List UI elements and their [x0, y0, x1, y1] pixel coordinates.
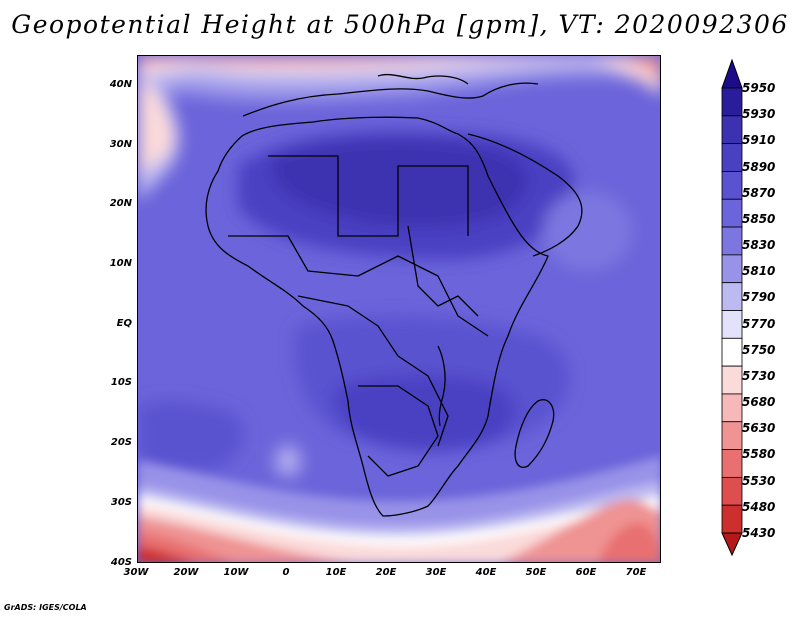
lon-label-30w: 30W — [123, 567, 149, 578]
map-panel — [137, 55, 661, 563]
lon-label-40e: 40E — [475, 567, 497, 578]
lon-label-20w: 20W — [173, 567, 199, 578]
lon-label-0: 0 — [282, 567, 290, 578]
colorbar-level-label: 5890 — [742, 159, 776, 174]
colorbar-level-label: 5430 — [742, 526, 776, 540]
lat-label-40s: 40S — [110, 557, 132, 568]
colorbar-level-label: 5750 — [742, 342, 776, 357]
colorbar-level-label: 5910 — [742, 133, 776, 148]
colorbar-swatch — [721, 421, 743, 450]
lat-label-10n: 10N — [109, 258, 132, 269]
colorbar-swatch — [721, 337, 743, 367]
lat-label-30n: 30N — [109, 139, 132, 150]
colorbar-swatch — [721, 143, 743, 172]
colorbar-swatch — [721, 171, 743, 200]
lon-label-20e: 20E — [375, 567, 397, 578]
lat-label-10s: 10S — [110, 377, 132, 388]
lon-label-70e: 70E — [625, 567, 647, 578]
colorbar-level-label: 5730 — [742, 368, 776, 383]
colorbar-level-label: 5830 — [742, 238, 776, 253]
lat-label-20s: 20S — [110, 437, 132, 448]
colorbar-level-label: 5680 — [742, 395, 776, 410]
colorbar — [721, 58, 743, 557]
colorbar-level-label: 5790 — [742, 290, 776, 305]
colorbar-swatch — [721, 87, 743, 117]
colorbar-swatch — [721, 476, 743, 506]
colorbar-level-label: 5950 — [742, 81, 776, 95]
colorbar-swatch — [721, 198, 743, 228]
colorbar-level-label: 5580 — [742, 447, 776, 462]
colorbar-level-label: 5530 — [742, 473, 776, 488]
footer-credit: GrADS: IGES/COLA — [4, 603, 87, 612]
lat-label-20n: 20N — [109, 198, 132, 209]
colorbar-level-label: 5770 — [742, 316, 776, 331]
lon-label-50e: 50E — [525, 567, 547, 578]
colorbar-swatch — [721, 504, 743, 534]
colorbar-swatch — [721, 226, 743, 256]
colorbar-swatch — [721, 449, 743, 478]
lat-label-eq: EQ — [116, 318, 132, 329]
chart-title: Geopotential Height at 500hPa [gpm], VT:… — [11, 10, 789, 39]
lat-label-40n: 40N — [109, 79, 132, 90]
colorbar-swatch — [721, 365, 743, 395]
colorbar-level-label: 5870 — [742, 185, 776, 200]
colorbar-swatch — [721, 115, 743, 145]
colorbar-min-arrow — [721, 532, 743, 557]
colorbar-level-label: 5630 — [742, 421, 776, 436]
colorbar-swatch — [721, 310, 743, 339]
colorbar-swatch — [721, 282, 743, 311]
colorbar-level-label: 5480 — [742, 499, 776, 514]
colorbar-max-arrow — [721, 58, 743, 89]
coastline — [205, 73, 583, 517]
lon-label-10e: 10E — [325, 567, 347, 578]
colorbar-swatch — [721, 254, 743, 284]
colorbar-level-label: 5810 — [742, 264, 776, 279]
lon-label-60e: 60E — [575, 567, 597, 578]
colorbar-level-label: 5850 — [742, 211, 776, 226]
lon-label-30e: 30E — [425, 567, 447, 578]
colorbar-level-label: 5930 — [742, 107, 776, 122]
map-field — [138, 56, 660, 562]
colorbar-swatch — [721, 393, 743, 423]
lat-label-30s: 30S — [110, 497, 132, 508]
lon-label-10w: 10W — [223, 567, 249, 578]
